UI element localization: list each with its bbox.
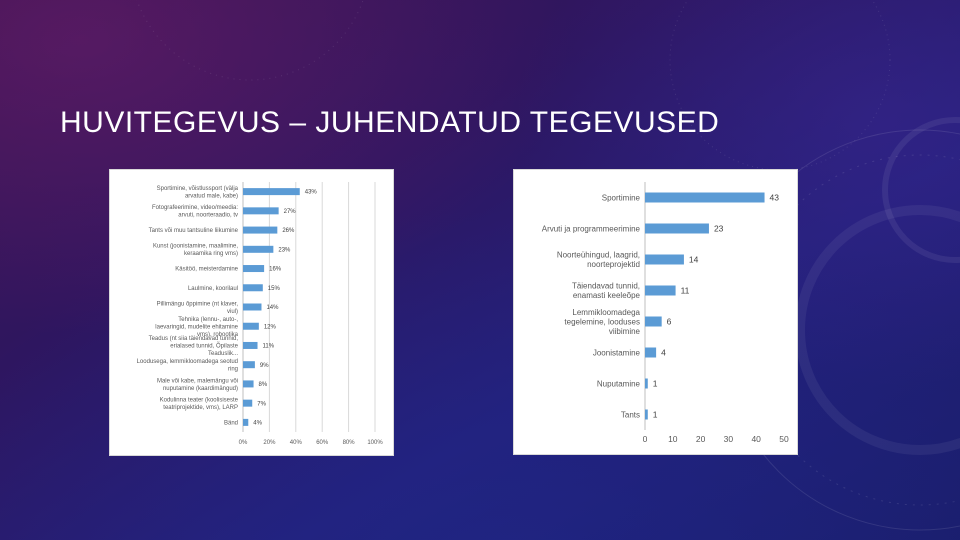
bar <box>243 188 300 196</box>
data-label: 23 <box>714 223 724 233</box>
bar-chart-right: Sportimine 43 Arvuti ja programmeerimine 23… <box>542 182 789 444</box>
bar <box>645 316 662 327</box>
bar <box>645 254 684 265</box>
category-label: Sportimine <box>602 193 641 202</box>
deco-ring-small <box>882 117 960 263</box>
chart-panel-right: Sportimine 43 Arvuti ja programmeerimine 23… <box>513 169 798 455</box>
bar <box>243 322 259 330</box>
data-label: 4 <box>661 347 666 357</box>
bar <box>243 207 279 215</box>
bar <box>243 361 255 369</box>
bar <box>645 347 657 358</box>
data-label: 1 <box>653 378 658 388</box>
data-label: 26% <box>282 228 295 234</box>
deco-ring-left <box>136 0 364 81</box>
x-tick-label: 100% <box>367 440 383 446</box>
deco-ring-inner <box>795 205 960 455</box>
data-label: 14% <box>266 305 279 311</box>
category-label: Lemmikloomadega tegelemine, looduses viibi… <box>564 308 640 336</box>
data-label: 43 <box>770 192 780 202</box>
data-label: 23% <box>278 247 291 253</box>
x-tick-label: 30 <box>724 434 734 444</box>
chart-panel-left: Sportimine, võistlussport (välja arvatud … <box>109 169 394 456</box>
bar <box>645 285 676 296</box>
x-tick-label: 80% <box>343 440 356 446</box>
category-label: Tants <box>621 410 640 419</box>
category-label: Täiendavad tunnid, enamasti keeleõpe <box>572 282 641 301</box>
data-label: 15% <box>268 286 281 292</box>
x-tick-label: 40% <box>290 440 303 446</box>
category-label: Tehnika (lennu-, auto-, laevaringid, mude… <box>155 317 238 338</box>
bar <box>243 226 278 234</box>
data-label: 7% <box>257 401 266 407</box>
bar <box>243 418 249 426</box>
data-label: 11% <box>263 344 275 350</box>
category-label: Loodusega, lemmikloomadega seotud ring <box>137 359 238 373</box>
category-label: Sportimine, võistlussport (välja arvatud … <box>157 186 239 200</box>
x-tick-label: 50 <box>779 434 789 444</box>
x-tick-label: 10 <box>668 434 678 444</box>
data-label: 12% <box>264 324 277 330</box>
slide-title: HUVITEGEVUS – JUHENDATUD TEGEVUSED <box>60 106 720 140</box>
data-label: 1 <box>653 409 658 419</box>
bar <box>243 380 254 388</box>
bar <box>645 223 709 234</box>
data-label: 4% <box>253 420 262 426</box>
bar <box>243 303 262 311</box>
category-label: Käsitöö, meisterdamine <box>175 267 238 273</box>
x-tick-label: 20% <box>263 440 276 446</box>
category-label: Nuputamine <box>597 379 641 388</box>
category-label: Noorteühingud, laagrid, noorteprojektid <box>557 251 640 269</box>
bar <box>645 378 648 389</box>
category-label: Fotografeerimine, video/meedia: arvuti, n… <box>152 205 238 219</box>
bar <box>645 409 648 420</box>
data-label: 43% <box>305 190 318 196</box>
bar <box>243 245 274 253</box>
category-label: Joonistamine <box>593 348 641 357</box>
category-label: Kodulinna teater (koolisiseste teatriproj… <box>160 398 239 412</box>
x-tick-label: 60% <box>316 440 329 446</box>
bar <box>243 265 265 273</box>
category-label: Arvuti ja programmeerimine <box>542 224 641 233</box>
bar <box>243 341 258 349</box>
category-label: Pillimängu õppimine (nt klaver, viul) <box>157 301 239 315</box>
category-label: Bänd <box>224 420 238 426</box>
x-tick-label: 0 <box>643 434 648 444</box>
data-label: 6 <box>667 316 672 326</box>
bar <box>243 284 263 292</box>
category-label: Tants või muu tantsuline liikumine <box>149 228 239 234</box>
category-label: Teadus (nt siia täiendavad tunnid, eriala… <box>149 336 239 357</box>
bar <box>645 192 765 203</box>
bar-chart-left: Sportimine, võistlussport (välja arvatud … <box>137 182 383 446</box>
category-label: Male või kabe, malemängu või nuputamine (… <box>157 378 238 392</box>
deco-ring-top <box>669 0 891 171</box>
x-tick-label: 0% <box>239 440 248 446</box>
x-tick-label: 40 <box>751 434 761 444</box>
data-label: 16% <box>269 267 282 273</box>
data-label: 14 <box>689 254 699 264</box>
bar <box>243 399 253 407</box>
category-label: Laulmine, koorilaul <box>188 286 238 292</box>
category-label: Kunst (joonistamine, maalimine, keraamika… <box>153 244 238 258</box>
data-label: 11 <box>681 285 690 295</box>
data-label: 9% <box>260 363 269 369</box>
x-tick-label: 20 <box>696 434 706 444</box>
data-label: 27% <box>284 209 297 215</box>
data-label: 8% <box>259 382 268 388</box>
